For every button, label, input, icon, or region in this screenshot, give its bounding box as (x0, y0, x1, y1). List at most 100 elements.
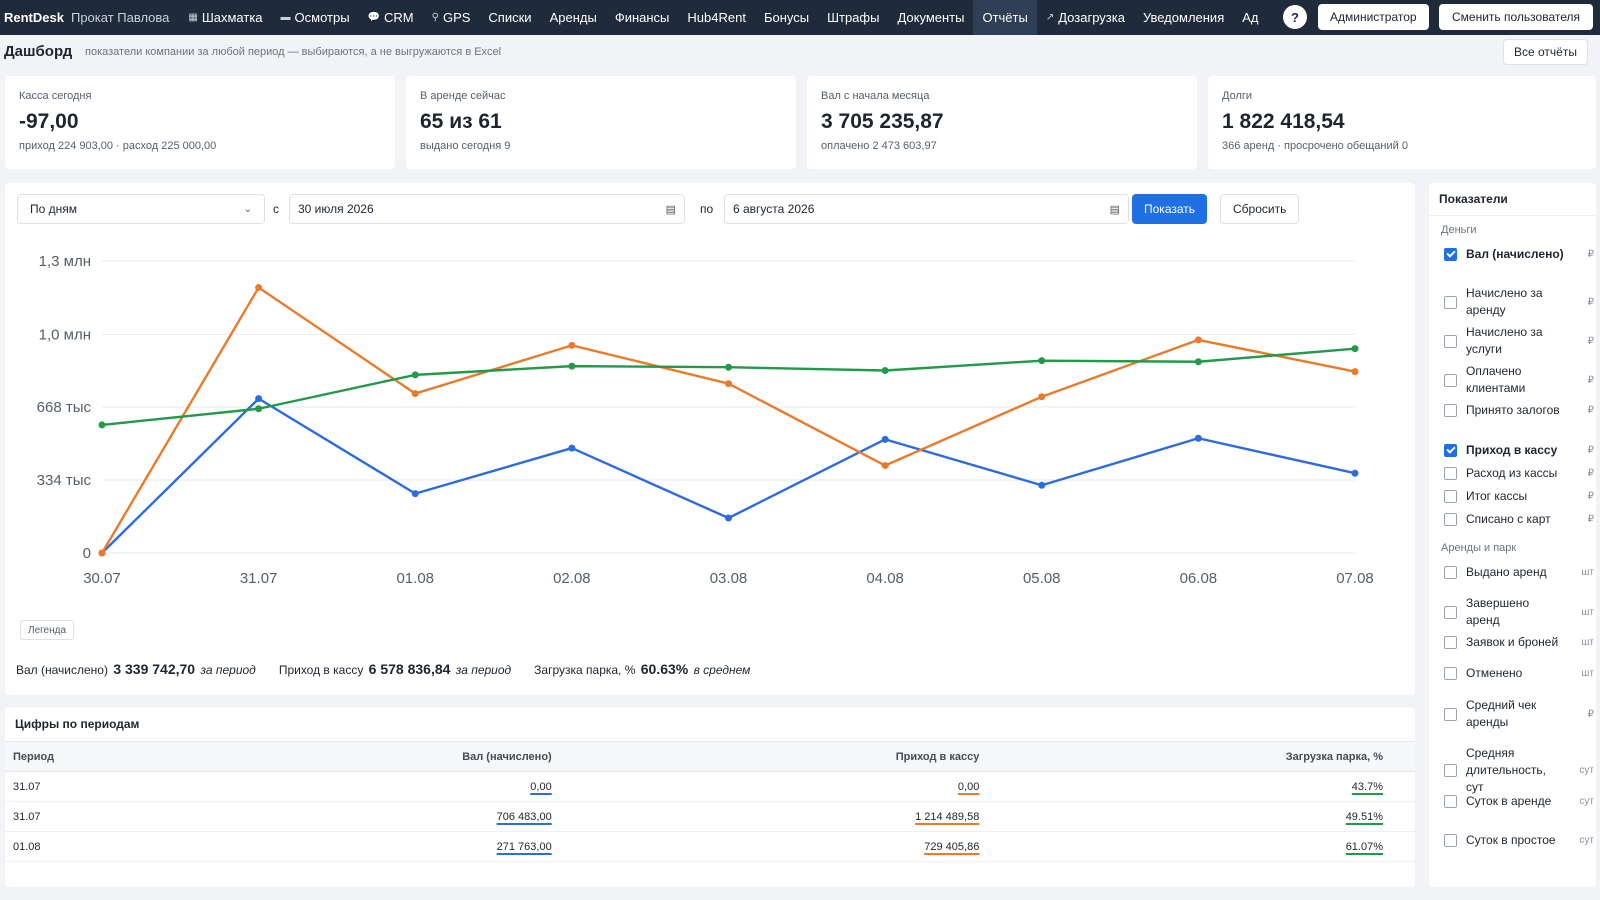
data-point (255, 405, 263, 413)
metric-unit: шт (1581, 606, 1594, 618)
metric-toggle[interactable]: Списано с карт ₽ (1444, 511, 1594, 528)
nav-icon: ↗ (1045, 12, 1055, 23)
nav-item[interactable]: Hub4Rent (678, 0, 755, 35)
legend-button[interactable]: Легенда (20, 620, 75, 640)
period-totals: Вал (начислено) 3 339 742,70 за период П… (16, 661, 750, 677)
nav-item[interactable]: ▬ Осмотры (272, 0, 359, 35)
revenue-link[interactable]: 0,00 (530, 780, 552, 793)
metric-checkbox[interactable] (1444, 636, 1457, 649)
metric-label: Списано с карт (1466, 512, 1551, 526)
x-tick-label: 06.08 (1180, 570, 1218, 587)
from-date-input[interactable]: 30 июля 2026 ▤ (289, 194, 685, 224)
to-date-input[interactable]: 6 августа 2026 ▤ (724, 194, 1129, 224)
show-button[interactable]: Показать (1132, 194, 1208, 224)
metric-toggle[interactable]: Итог кассы ₽ (1444, 488, 1594, 505)
nav-item[interactable]: ↗ Дозагрузка (1037, 0, 1134, 35)
metric-toggle[interactable]: Завершено аренд шт (1444, 595, 1594, 629)
nav-item[interactable]: Отчёты (973, 0, 1037, 35)
column-header-revenue[interactable]: Вал (начислено) (428, 741, 560, 772)
nav-item[interactable]: ⚲ GPS (423, 0, 480, 35)
cell-fleet-load: 43.7% (987, 771, 1415, 802)
help-button[interactable]: ? (1283, 5, 1307, 29)
metric-checkbox[interactable] (1444, 334, 1457, 348)
metric-unit: ₽ (1587, 335, 1594, 347)
fleet-load-link[interactable]: 49.51% (1345, 810, 1383, 823)
metric-toggle[interactable]: Отменено шт (1444, 665, 1594, 682)
switch-user-button[interactable]: Сменить пользователя (1439, 4, 1593, 30)
metric-checkbox[interactable] (1444, 467, 1457, 480)
kpi-card-revenue-month: Вал с начала месяца 3 705 235,87 оплачен… (807, 76, 1197, 169)
nav-item[interactable]: Ад (1233, 0, 1267, 35)
metric-checkbox[interactable] (1444, 667, 1457, 680)
nav-item[interactable]: Документы (888, 0, 973, 35)
y-tick-label: 334 тыс (37, 472, 92, 489)
nav-item[interactable]: Бонусы (755, 0, 818, 35)
cell-fleet-load: 49.51% (987, 801, 1415, 832)
x-tick-label: 02.08 (553, 570, 591, 587)
column-header-cash-income[interactable]: Приход в кассу (559, 741, 988, 772)
nav-item-label: Уведомления (1142, 10, 1225, 25)
brand-logo[interactable]: RentDesk (4, 10, 64, 25)
cell-revenue: 0,00 (428, 771, 560, 802)
reset-button[interactable]: Сбросить (1220, 194, 1300, 224)
nav-item[interactable]: Финансы (606, 0, 679, 35)
fleet-load-link[interactable]: 43.7% (1351, 780, 1383, 793)
metric-toggle[interactable]: Суток в простое сут (1444, 832, 1594, 849)
metric-toggle[interactable]: Средний чек аренды ₽ (1444, 697, 1594, 731)
metric-checkbox[interactable] (1444, 513, 1457, 526)
metric-checkbox[interactable] (1444, 764, 1457, 777)
metric-unit: сут (1579, 765, 1594, 776)
nav-item[interactable]: 💬 CRM (359, 0, 423, 35)
nav-item[interactable]: Штрафы (818, 0, 888, 35)
nav-item[interactable]: Аренды (541, 0, 606, 35)
revenue-link[interactable]: 271 763,00 (496, 840, 552, 853)
kpi-subtext: приход 224 903,00 · расход 225 000,00 (19, 140, 217, 152)
revenue-link[interactable]: 706 483,00 (496, 810, 552, 823)
cash-income-link[interactable]: 1 214 489,58 (915, 810, 980, 823)
nav-item[interactable]: Списки (479, 0, 540, 35)
nav-item[interactable]: Уведомления (1134, 0, 1233, 35)
metric-checkbox[interactable] (1444, 248, 1457, 261)
metric-checkbox[interactable] (1444, 566, 1457, 579)
period-select[interactable]: По дням ⌄ (17, 194, 265, 224)
cash-income-link[interactable]: 729 405,86 (924, 840, 980, 853)
nav-item-label: Аренды (549, 10, 597, 25)
data-point (98, 549, 106, 557)
metric-toggle[interactable]: Расход из кассы ₽ (1444, 465, 1594, 482)
metric-toggle[interactable]: Начислено за услуги ₽ (1444, 324, 1594, 358)
data-point (411, 390, 419, 398)
metric-checkbox[interactable] (1444, 444, 1457, 457)
metric-toggle[interactable]: Принято залогов ₽ (1444, 402, 1594, 419)
metric-toggle[interactable]: Выдано аренд шт (1444, 564, 1594, 581)
metric-toggle[interactable]: Вал (начислено) ₽ (1444, 246, 1594, 263)
to-date-value: 6 августа 2026 (733, 202, 815, 216)
nav-item-label: Бонусы (763, 10, 810, 25)
column-header-fleet-load[interactable]: Загрузка парка, % (987, 741, 1415, 772)
column-header-period[interactable]: Период (5, 741, 429, 772)
metric-toggle[interactable]: Средняя длительность, сут сут (1444, 745, 1594, 796)
calendar-icon[interactable]: ▤ (1109, 203, 1120, 216)
nav-item[interactable]: ▦ Шахматка (179, 0, 271, 35)
metric-toggle[interactable]: Начислено за аренду ₽ (1444, 285, 1594, 319)
metric-checkbox[interactable] (1444, 295, 1457, 309)
series-line (101, 397, 1356, 554)
calendar-icon[interactable]: ▤ (665, 203, 676, 216)
fleet-load-link[interactable]: 61.07% (1345, 840, 1383, 853)
metric-checkbox[interactable] (1444, 834, 1457, 847)
admin-button[interactable]: Администратор (1318, 4, 1429, 30)
data-point (568, 444, 576, 452)
metric-checkbox[interactable] (1444, 404, 1457, 417)
metric-toggle[interactable]: Суток в аренде сут (1444, 793, 1594, 810)
metric-checkbox[interactable] (1444, 795, 1457, 808)
metric-checkbox[interactable] (1444, 373, 1457, 387)
metric-toggle[interactable]: Заявок и броней шт (1444, 634, 1594, 651)
metric-toggle[interactable]: Приход в кассу ₽ (1444, 442, 1594, 459)
divider (1429, 215, 1596, 216)
nav-item-label: Документы (897, 10, 965, 25)
metric-checkbox[interactable] (1444, 490, 1457, 503)
metric-checkbox[interactable] (1444, 707, 1457, 721)
metric-checkbox[interactable] (1444, 605, 1457, 619)
all-reports-button[interactable]: Все отчёты (1503, 39, 1588, 65)
cash-income-link[interactable]: 0,00 (957, 780, 980, 793)
metric-toggle[interactable]: Оплачено клиентами ₽ (1444, 363, 1594, 397)
